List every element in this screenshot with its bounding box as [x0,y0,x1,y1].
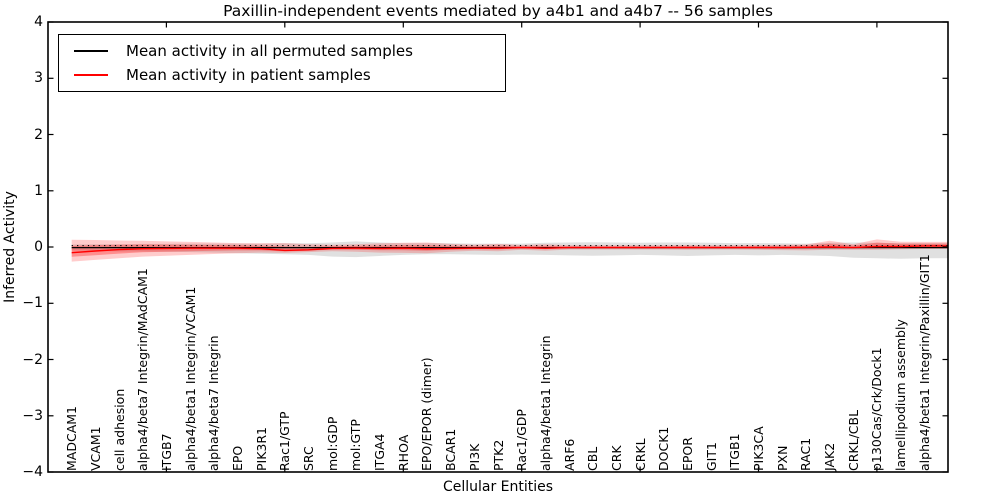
x-category-label: MADCAM1 [64,406,80,471]
x-category-label: EPO/EPOR (dimer) [419,357,435,471]
x-category-label: JAK2 [822,442,838,471]
x-category-label: alpha4/beta7 Integrin/MAdCAM1 [135,268,151,471]
x-category-label: GIT1 [703,442,719,471]
x-category-label: PTK2 [490,439,506,471]
x-category-label: alpha4/beta1 Integrin [537,335,553,471]
x-category-label: CRK [608,445,624,471]
x-category-label: p130Cas/Crk/Dock1 [869,347,885,471]
x-category-label: PXN [774,445,790,471]
legend-item-label: Mean activity in all permuted samples [126,41,413,60]
x-category-label: PIK3CA [751,426,767,471]
x-category-label: BCAR1 [443,428,459,471]
legend-line-sample [74,74,108,77]
x-category-label: CRKL/CBL [845,409,861,471]
x-category-label: EPO [229,445,245,471]
legend-item-label: Mean activity in patient samples [126,66,371,85]
x-category-label: mol:GTP [348,419,364,471]
x-category-label: DOCK1 [656,426,672,471]
x-category-label: ITGB1 [727,433,743,471]
y-tick-label: 4 [34,14,43,30]
legend: Mean activity in all permuted samples Mea… [58,34,506,92]
x-category-label: alpha4/beta1 Integrin/Paxillin/GIT1 [916,254,932,471]
x-category-label: PIK3R1 [253,426,269,471]
y-tick-label: −3 [22,407,43,424]
legend-line-sample [74,49,108,52]
x-axis-label: Cellular Entities [442,479,554,495]
x-category-label: ITGB7 [158,433,174,471]
x-category-label: Rac1/GDP [514,409,530,471]
x-category-label: SRC [301,446,317,471]
patient-samples-range-core-band [71,242,949,257]
x-category-label: Rac1/GTP [277,411,293,471]
x-category-label: mol:GDP [324,416,340,471]
y-tick-label: 3 [34,70,43,87]
x-category-label: alpha4/beta1 Integrin/VCAM1 [182,286,198,471]
y-tick-label: 1 [34,182,43,199]
x-category-label: cell adhesion [111,388,127,471]
x-category-label: VCAM1 [87,426,103,471]
y-tick-label: 2 [34,126,43,143]
x-category-label: CRKL [632,438,648,471]
x-category-label: lamellipodium assembly [893,319,909,471]
y-tick-label: 0 [34,239,43,255]
y-tick-label: −1 [22,295,43,312]
patient-mean-line [71,245,948,254]
y-tick-label: −2 [22,351,43,368]
x-category-label: PI3K [466,443,482,471]
chart-title: Paxillin-independent events mediated by … [223,2,773,20]
permuted-samples-range-band [71,241,949,259]
legend-item: Mean activity in patient samples [59,66,505,84]
patient-samples-range-outer-band [71,239,949,262]
x-category-label: EPOR [679,437,695,471]
x-category-label: RAC1 [798,437,814,471]
x-category-label: ARF6 [561,438,577,471]
y-tick-label: −4 [22,464,43,480]
legend-item: Mean activity in all permuted samples [59,42,505,60]
x-category-label: RHOA [395,434,411,471]
x-category-label: alpha4/beta7 Integrin [206,335,222,471]
x-category-label: CBL [585,446,601,471]
x-category-label: ITGA4 [372,433,388,471]
